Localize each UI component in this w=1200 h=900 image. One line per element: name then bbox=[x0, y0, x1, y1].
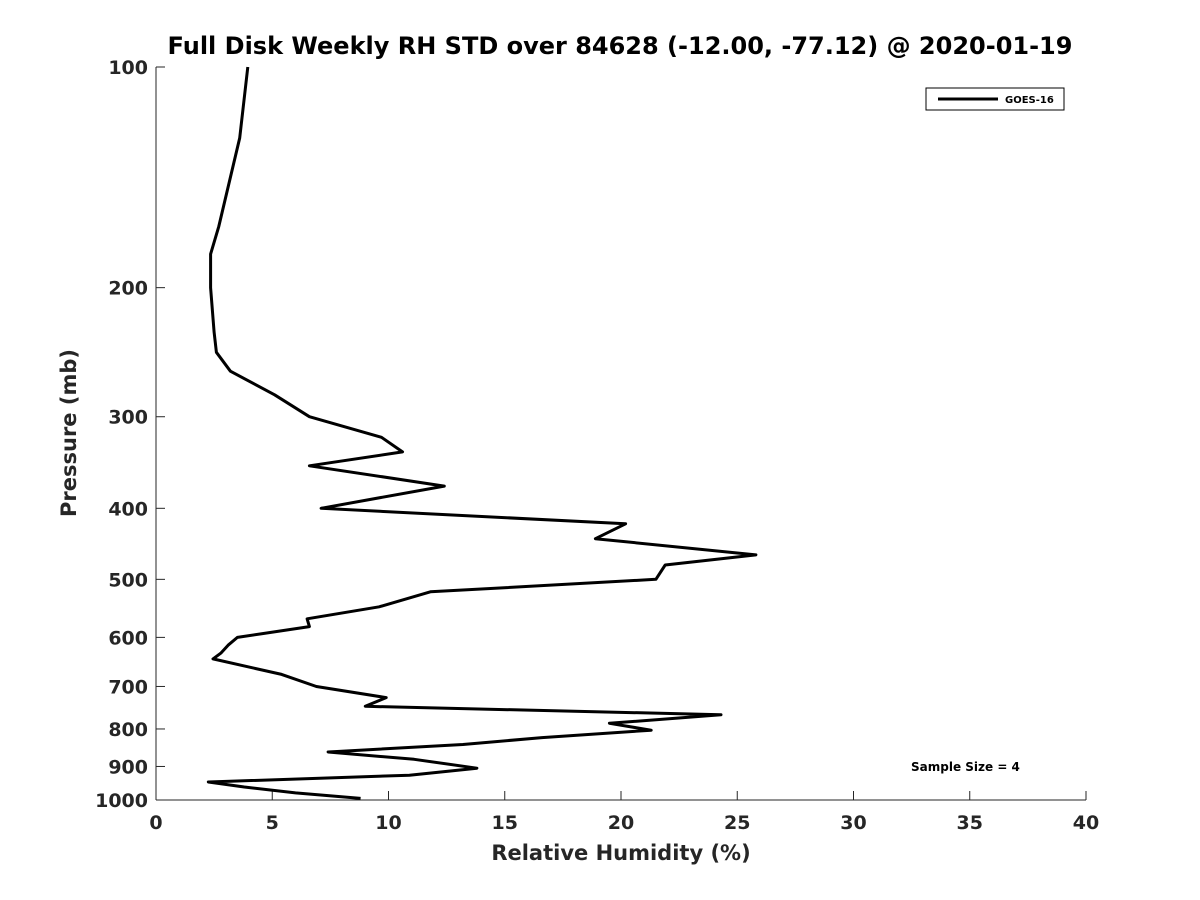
x-tick-label: 30 bbox=[840, 812, 866, 834]
y-tick-label: 800 bbox=[108, 719, 148, 741]
y-tick-label: 500 bbox=[108, 569, 148, 591]
y-ticks: 100 200 300 400 500 600 700 800 900 1000 bbox=[95, 57, 165, 812]
y-tick-label: 100 bbox=[108, 57, 148, 79]
x-axis-label: Relative Humidity (%) bbox=[491, 841, 750, 865]
x-tick-label: 10 bbox=[375, 812, 401, 834]
x-tick-label: 5 bbox=[266, 812, 279, 834]
x-tick-label: 20 bbox=[608, 812, 634, 834]
series-line-goes16 bbox=[206, 66, 758, 800]
x-tick-label: 35 bbox=[957, 812, 983, 834]
y-tick-label: 200 bbox=[108, 278, 148, 300]
y-axis-label: Pressure (mb) bbox=[57, 349, 81, 517]
sample-size-annotation: Sample Size = 4 bbox=[911, 760, 1020, 774]
x-tick-label: 40 bbox=[1073, 812, 1099, 834]
y-tick-label: 1000 bbox=[95, 790, 148, 812]
y-tick-label: 700 bbox=[108, 676, 148, 698]
y-tick-label: 900 bbox=[108, 756, 148, 778]
x-tick-label: 15 bbox=[492, 812, 518, 834]
y-tick-label: 600 bbox=[108, 627, 148, 649]
legend: GOES-16 bbox=[925, 87, 1065, 111]
chart-title: Full Disk Weekly RH STD over 84628 (-12.… bbox=[168, 32, 1073, 60]
x-tick-label: 25 bbox=[724, 812, 750, 834]
y-tick-label: 400 bbox=[108, 498, 148, 520]
y-tick-label: 300 bbox=[108, 407, 148, 429]
x-tick-label: 0 bbox=[149, 812, 162, 834]
legend-label-goes16: GOES-16 bbox=[1005, 95, 1054, 106]
x-ticks: 0 5 10 15 20 25 30 35 40 bbox=[149, 791, 1099, 834]
